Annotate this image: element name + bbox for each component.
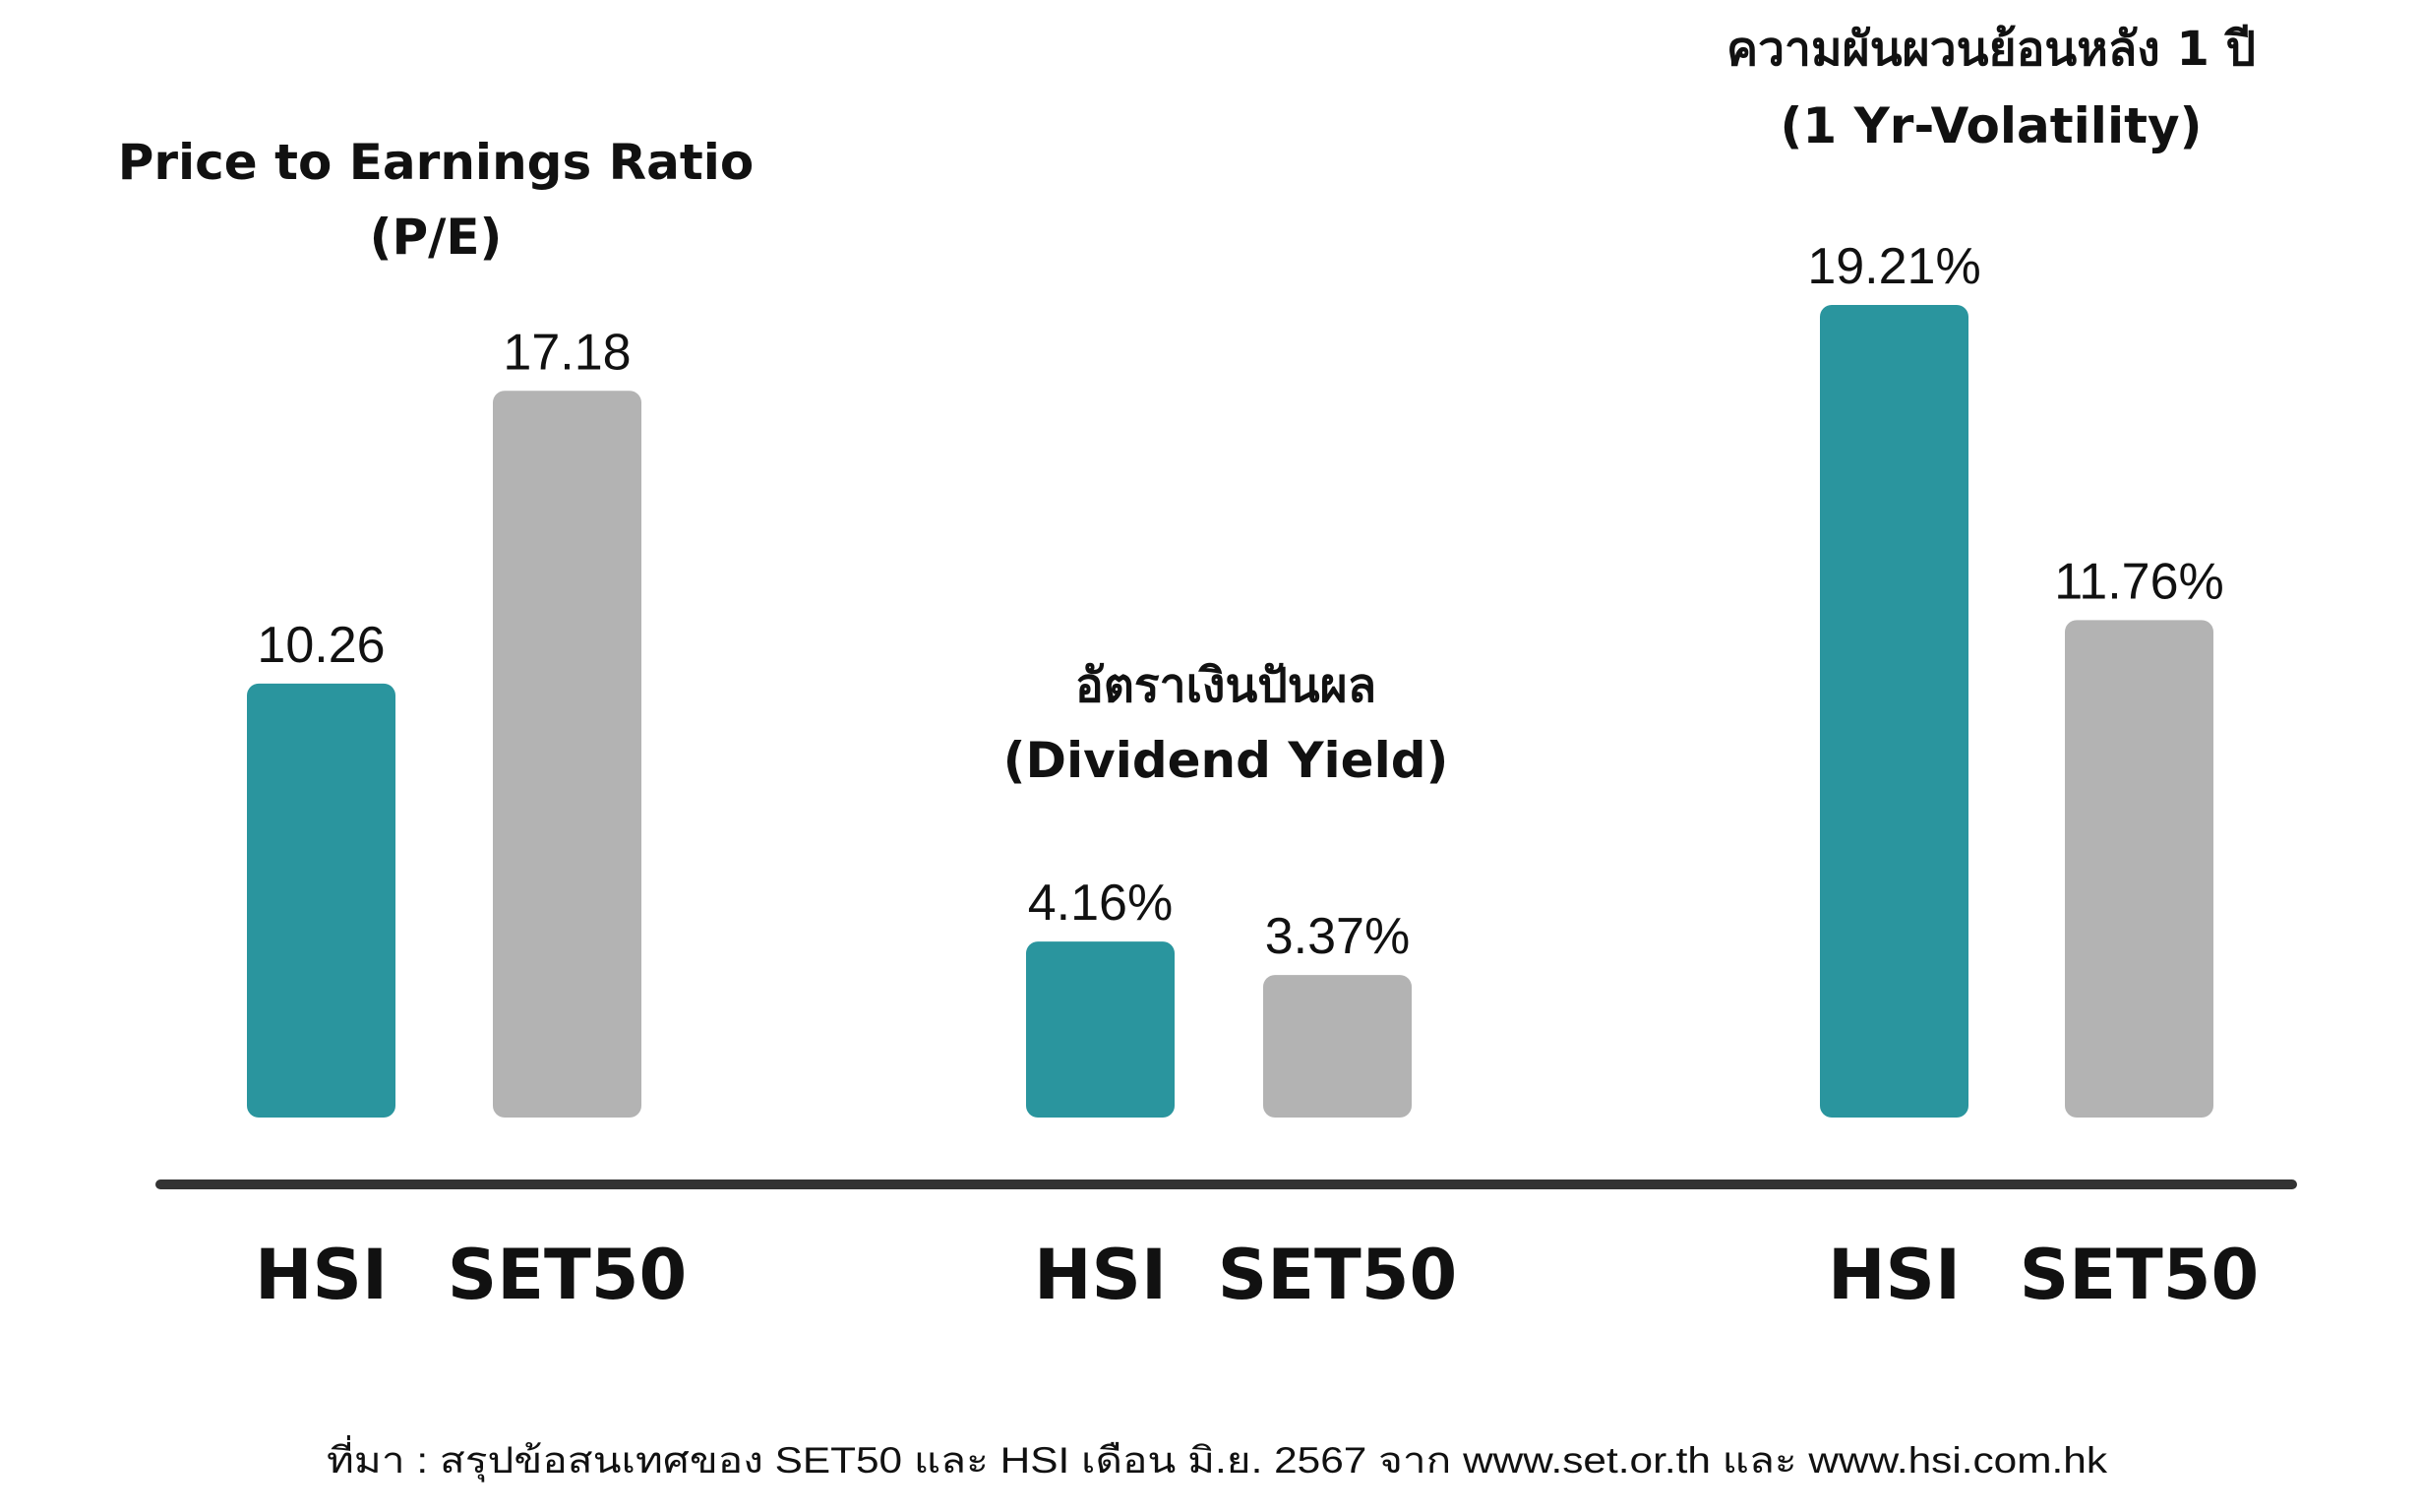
bar-marks: 10.26 HSI 17.18 SET50 4.16% HSI 3.37% SET50 19.2…: [247, 238, 2259, 1315]
bar-dividend-hsi: [1026, 941, 1175, 1118]
bar-pe-set50: [493, 391, 641, 1118]
value-label-dividend-set50: 3.37%: [1265, 908, 1410, 965]
category-label-pe-hsi: HSI: [255, 1235, 388, 1315]
chart-subtitle-volatility: (1 Yr-Volatility): [1781, 97, 2203, 154]
source-note: ที่มา : สรุปข้อสนเทศของ SET50 และ HSI เด…: [327, 1434, 2108, 1482]
chart-title-dividend: อัตราเงินปันผล: [1075, 658, 1376, 713]
bar-pe-hsi: [247, 683, 395, 1118]
value-label-pe-set50: 17.18: [503, 324, 631, 381]
value-label-volatility-set50: 11.76%: [2054, 553, 2224, 610]
chart-title-volatility: ความผันผวนย้อนหลัง 1 ปี: [1726, 22, 2256, 77]
category-label-volatility-set50: SET50: [2020, 1235, 2259, 1315]
category-label-dividend-set50: SET50: [1218, 1235, 1457, 1315]
value-label-pe-hsi: 10.26: [257, 617, 385, 674]
category-label-dividend-hsi: HSI: [1034, 1235, 1167, 1315]
value-label-dividend-hsi: 4.16%: [1028, 875, 1173, 932]
chart-subtitle-pe: (P/E): [370, 209, 503, 266]
bar-dividend-set50: [1263, 975, 1412, 1118]
bar-volatility-set50: [2065, 620, 2213, 1118]
chart-title-pe: Price to Earnings Ratio: [118, 134, 755, 191]
category-label-pe-set50: SET50: [448, 1235, 687, 1315]
value-label-volatility-hsi: 19.21%: [1807, 238, 1980, 295]
chart-subtitle-dividend: (Dividend Yield): [1003, 732, 1449, 789]
category-label-volatility-hsi: HSI: [1828, 1235, 1961, 1315]
bar-volatility-hsi: [1820, 304, 1968, 1119]
